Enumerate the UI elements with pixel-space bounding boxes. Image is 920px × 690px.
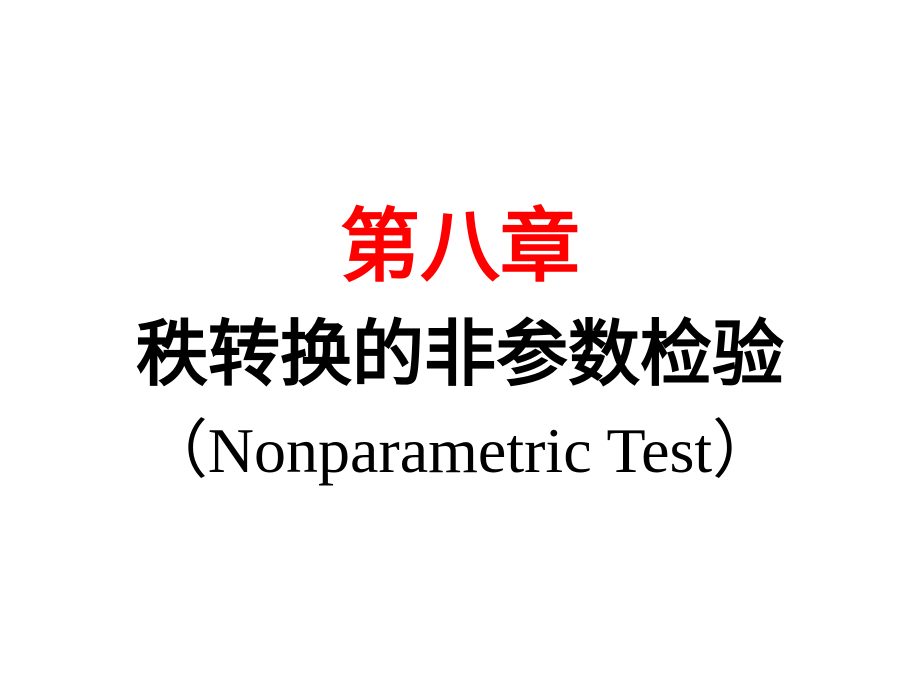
- chapter-title: 第八章: [340, 195, 580, 299]
- chapter-subtitle-en: （Nonparametric Test）: [144, 408, 776, 494]
- slide-container: 第八章 秩转换的非参数检验 （Nonparametric Test）: [0, 0, 920, 690]
- chapter-subtitle-cn: 秩转换的非参数检验: [136, 307, 784, 404]
